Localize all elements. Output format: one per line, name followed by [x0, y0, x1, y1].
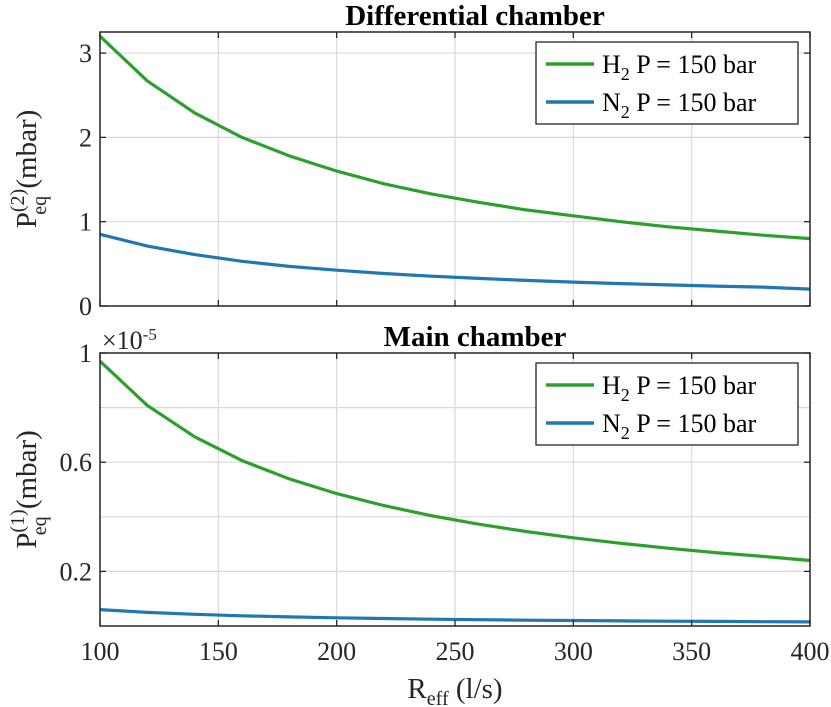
legend-entry-sub: 2: [621, 385, 630, 405]
x-axis-label: Reff (l/s): [407, 673, 502, 707]
y-tick-label: 1: [79, 339, 92, 368]
legend-entry: H2 P = 150 bar: [602, 50, 756, 84]
legend-entry-rest: P = 150 bar: [630, 50, 757, 79]
chart-title: Main chamber: [384, 321, 567, 353]
legend-entry: N2 P = 150 bar: [602, 409, 756, 443]
x-tick-label: 200: [317, 637, 356, 666]
exponent-power: -5: [143, 325, 157, 344]
legend-entry: H2 P = 150 bar: [602, 371, 756, 405]
x-tick-label: 100: [81, 637, 120, 666]
legend-entry-rest: P = 150 bar: [630, 88, 757, 117]
legend-entry: N2 P = 150 bar: [602, 88, 756, 122]
panel-main: 0.2 0.6 1 100 150 200 250 300 350 400 Main chamber…: [7, 321, 830, 707]
y-label-unit: (mbar): [11, 110, 43, 196]
y-tick-label: 3: [79, 39, 92, 68]
x-label-base: R: [407, 673, 427, 705]
exponent-base: ×10: [102, 326, 143, 355]
chart-title: Differential chamber: [345, 0, 605, 32]
y-axis-label: P(1)eq (mbar): [7, 430, 51, 549]
legend-entry-rest: P = 150 bar: [630, 409, 757, 438]
y-axis-label: P(2)eq (mbar): [7, 110, 51, 229]
legend-entry-base: H: [602, 371, 621, 400]
legend-entry-base: N: [602, 88, 621, 117]
legend-entry-base: H: [602, 50, 621, 79]
legend-entry-base: N: [602, 409, 621, 438]
y-label-sub: eq: [29, 196, 51, 215]
legend-entry-sub: 2: [621, 64, 630, 84]
legend-box: [535, 41, 799, 125]
series-line-h2: [98, 35, 811, 241]
legend-entry-sub: 2: [621, 102, 630, 122]
y-tick-label: 0.6: [60, 448, 93, 477]
x-tick-label: 400: [791, 637, 830, 666]
y-label-sub: eq: [29, 516, 51, 535]
series-line-n2: [99, 232, 811, 291]
legend-entry-sub: 2: [621, 423, 630, 443]
y-tick-label: 1: [79, 208, 92, 237]
y-label-base: P: [11, 212, 43, 228]
y-tick-label: 0: [79, 292, 92, 321]
panel-differential: 0 1 2 3 Differential chamber P(2)eq (mbar) H2 …: [7, 0, 811, 321]
x-tick-label: 150: [199, 637, 238, 666]
x-tick-label: 300: [554, 637, 593, 666]
legend-entry-rest: P = 150 bar: [630, 371, 757, 400]
y-label-sup: (1): [7, 509, 29, 532]
y-label-unit: (mbar): [11, 430, 43, 516]
y-tick-label: 2: [79, 123, 92, 152]
x-label-unit: (l/s): [449, 673, 503, 705]
x-tick-label: 350: [672, 637, 711, 666]
axis-exponent-label: ×10-5: [102, 325, 157, 355]
y-label-base: P: [11, 533, 43, 549]
y-tick-label: 0.2: [60, 557, 93, 586]
y-label-sup: (2): [7, 189, 29, 212]
x-label-sub: eff: [427, 688, 449, 707]
series-line-h2: [98, 360, 811, 563]
x-tick-label: 250: [436, 637, 475, 666]
legend-box: [535, 362, 799, 446]
